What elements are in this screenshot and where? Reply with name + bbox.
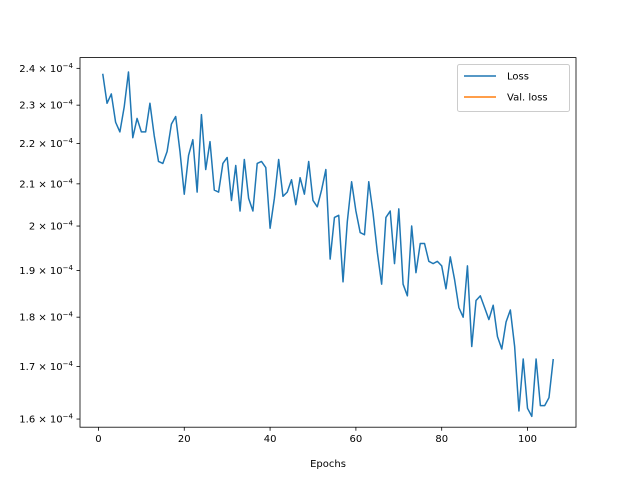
legend: Loss Val. loss [457, 64, 570, 112]
x-tick-label: 80 [435, 434, 448, 445]
x-tick-label: 100 [518, 434, 537, 445]
y-tick-label: 2.1 × 10−4 [19, 177, 73, 190]
y-tick-label: 1.8 × 10−4 [19, 311, 73, 324]
y-tick-label: 2.4 × 10−4 [19, 62, 73, 75]
x-axis: 0 20 40 60 80 100 [95, 427, 537, 445]
y-tick-label: 2 × 10−4 [29, 220, 74, 233]
y-tick-label: 2.2 × 10−4 [19, 137, 73, 150]
x-tick-label: 60 [350, 434, 363, 445]
series-line-loss [101, 71, 555, 418]
y-tick-label: 1.6 × 10−4 [19, 413, 73, 426]
y-tick-label: 1.7 × 10−4 [19, 360, 73, 373]
axes-frame [79, 57, 577, 428]
x-tick-label: 40 [264, 434, 277, 445]
x-axis-label: Epochs [310, 459, 346, 470]
y-axis: 1.6 × 10−4 1.7 × 10−4 1.8 × 10−4 1.9 × 10−4… [19, 62, 80, 426]
legend-label-val-loss: Val. loss [507, 93, 548, 104]
y-tick-label: 1.9 × 10−4 [19, 264, 73, 277]
plot-area [101, 71, 555, 418]
legend-label-loss: Loss [507, 72, 529, 83]
x-tick-label: 20 [178, 434, 191, 445]
x-tick-label: 0 [95, 434, 101, 445]
y-tick-label: 2.3 × 10−4 [19, 99, 73, 112]
